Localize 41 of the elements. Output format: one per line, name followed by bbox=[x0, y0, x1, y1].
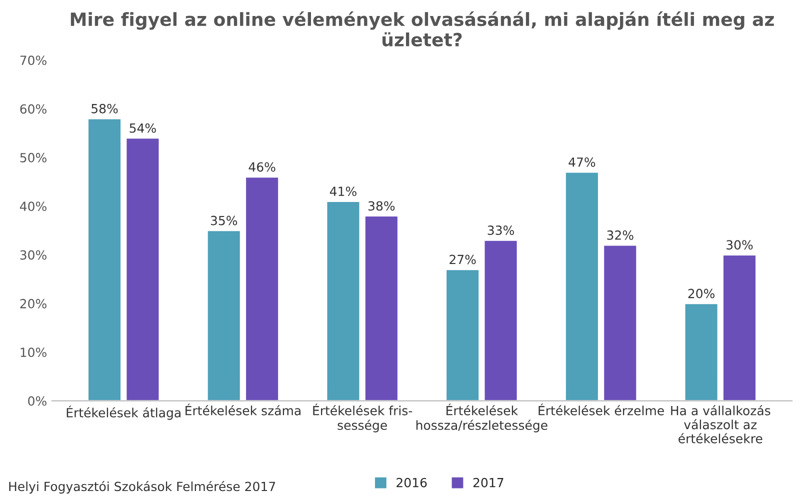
data-label: 32% bbox=[607, 230, 634, 240]
chart-title: Mire figyel az online vélemények olvasásánál, mi alapján ítéli meg az üzletet? bbox=[70, 11, 774, 46]
x-tick-label: Értékelések száma bbox=[186, 404, 300, 416]
y-tick-label: 70% bbox=[20, 56, 46, 66]
data-label: 35% bbox=[210, 216, 238, 226]
y-tick-label: 0% bbox=[28, 396, 46, 406]
bar bbox=[445, 268, 480, 401]
y-tick-label: 50% bbox=[20, 152, 46, 162]
bar bbox=[125, 137, 160, 401]
x-tick-label: Értékelések érzelme bbox=[538, 404, 664, 416]
bar bbox=[722, 254, 757, 401]
data-label: 27% bbox=[450, 254, 476, 264]
data-label: 30% bbox=[726, 240, 753, 250]
bar bbox=[206, 230, 242, 401]
y-tick-label: 20% bbox=[20, 298, 46, 308]
data-label: 20% bbox=[688, 288, 714, 298]
data-label: 38% bbox=[368, 201, 395, 211]
y-tick-label: 10% bbox=[20, 348, 46, 358]
legend-label: 2017 bbox=[473, 478, 504, 488]
bar bbox=[564, 171, 600, 401]
data-label: 47% bbox=[568, 157, 596, 167]
y-tick-label: 60% bbox=[20, 104, 46, 114]
y-tick-label: 40% bbox=[20, 202, 46, 212]
data-label: 46% bbox=[248, 162, 276, 172]
data-label: 58% bbox=[92, 104, 118, 114]
bar bbox=[87, 118, 122, 401]
text: Helyi Fogyasztói Szokások Felmérése 2017 bbox=[9, 480, 276, 494]
y-tick-label: 30% bbox=[20, 250, 46, 260]
data-label: 33% bbox=[488, 226, 514, 235]
x-tick-label: Értékelések fris- sessége bbox=[313, 404, 412, 432]
data-label: 41% bbox=[330, 186, 356, 196]
data-label: 54% bbox=[130, 123, 156, 133]
bar bbox=[326, 200, 361, 401]
bar bbox=[684, 302, 719, 401]
legend-label: 2016 bbox=[396, 478, 427, 488]
x-tick-label: Ha a vállalkozás válaszolt az értékelésekre bbox=[671, 405, 770, 444]
bar bbox=[483, 240, 518, 401]
bar bbox=[602, 244, 638, 401]
bar bbox=[244, 176, 280, 401]
bar bbox=[364, 215, 399, 401]
x-tick-label: Értékelések átlaga bbox=[66, 406, 180, 420]
